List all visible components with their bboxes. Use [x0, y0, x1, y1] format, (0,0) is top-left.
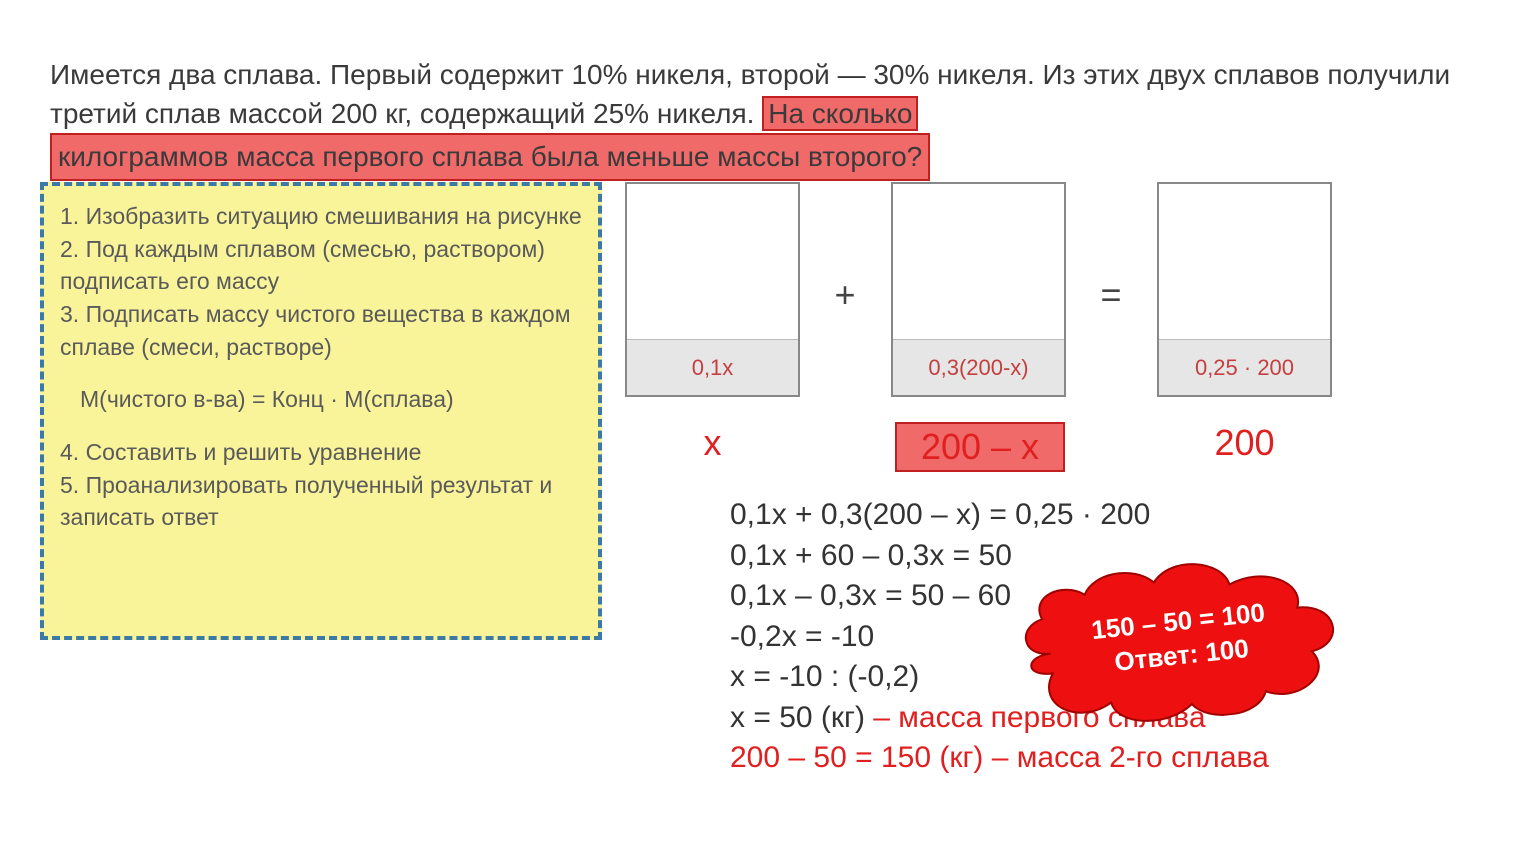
- beaker-2-fill: 0,3(200-x): [893, 339, 1064, 395]
- eq-1: 0,1x + 0,3(200 – x) = 0,25 · 200: [730, 495, 1269, 536]
- mass-label-1: x: [625, 422, 800, 464]
- step-1: 1. Изобразить ситуацию смешивания на рис…: [60, 200, 582, 233]
- problem-statement: Имеется два сплава. Первый содержит 10% …: [50, 55, 1498, 181]
- answer-cloud: 150 – 50 = 100 Ответ: 100: [1003, 543, 1358, 738]
- beaker-3-fill: 0,25 · 200: [1159, 339, 1330, 395]
- mass-label-2: 200 – x: [895, 422, 1065, 472]
- problem-highlight-1: На сколько: [762, 96, 918, 131]
- step-2: 2. Под каждым сплавом (смесью, раствором…: [60, 233, 582, 298]
- beaker-1-fill: 0,1x: [627, 339, 798, 395]
- step-5: 5. Проанализировать полученный результат…: [60, 469, 582, 534]
- plus-sign: +: [800, 274, 890, 316]
- mixing-diagram: 0,1x + 0,3(200-x) = 0,25 · 200 x 200 – x…: [625, 182, 1505, 462]
- beaker-2: 0,3(200-x): [891, 182, 1066, 397]
- mass-label-3: 200: [1157, 422, 1332, 464]
- step-4: 4. Составить и решить уравнение: [60, 436, 582, 469]
- problem-highlight-2: килограммов масса первого сплава была ме…: [50, 133, 930, 180]
- equals-sign: =: [1066, 274, 1156, 316]
- eq-7: 200 – 50 = 150 (кг) – масса 2-го сплава: [730, 738, 1269, 779]
- beaker-1: 0,1x: [625, 182, 800, 397]
- step-formula: М(чистого в-ва) = Конц · М(сплава): [80, 383, 582, 416]
- beaker-3: 0,25 · 200: [1157, 182, 1332, 397]
- steps-panel: 1. Изобразить ситуацию смешивания на рис…: [40, 182, 602, 640]
- problem-text-plain: Имеется два сплава. Первый содержит 10% …: [50, 59, 1450, 129]
- step-3: 3. Подписать массу чистого вещества в ка…: [60, 298, 582, 363]
